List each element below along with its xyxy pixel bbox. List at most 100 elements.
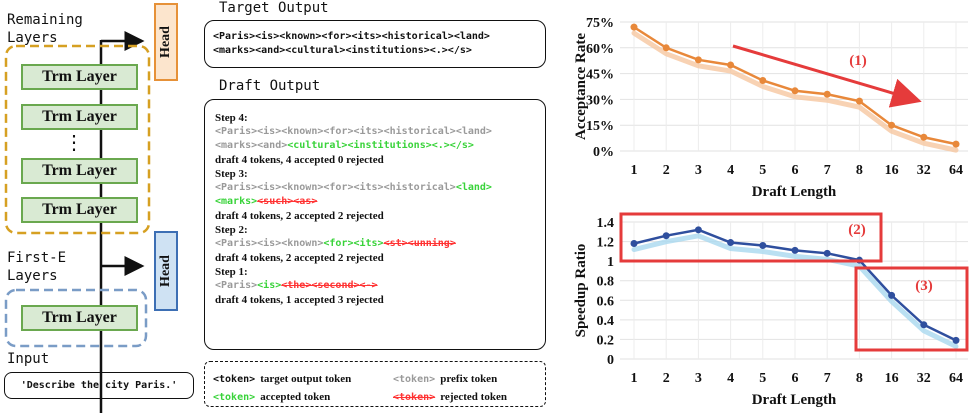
input-label: Input xyxy=(7,351,50,367)
series-shadow-line xyxy=(631,233,959,349)
prefix-tokens: <Paris><is><known><for><its><historical> xyxy=(215,182,456,193)
accepted-tokens: <for><its> xyxy=(323,238,384,249)
x-tick-label: 64 xyxy=(949,371,963,386)
step-summary: draft 4 tokens, 2 accepted 2 rejected xyxy=(215,252,384,264)
x-tick-label: 16 xyxy=(885,163,899,178)
rejected-tokens: <the><second><-> xyxy=(281,280,378,291)
y-tick-label: 45% xyxy=(586,68,614,83)
data-point xyxy=(920,321,928,329)
x-tick-label: 7 xyxy=(824,371,831,386)
trend-arrow xyxy=(732,44,922,108)
head-box-bottom: Head xyxy=(154,231,178,311)
x-tick-label: 8 xyxy=(856,371,863,386)
input-text-box: 'Describe the city Paris.' xyxy=(4,372,194,399)
rejected-tokens: <such><as> xyxy=(257,196,318,207)
y-tick-label: 30% xyxy=(586,93,614,108)
x-tick-label: 5 xyxy=(759,371,766,386)
legend-item-rejected: <token> rejected token xyxy=(393,391,507,403)
y-tick-label: 1 xyxy=(607,255,614,270)
x-tick-label: 32 xyxy=(917,371,931,386)
draft-output-box: Step 4: <Paris><is><known><for><its><his… xyxy=(204,99,546,350)
y-tick-label: 0.2 xyxy=(597,333,615,348)
accepted-tokens: <is> xyxy=(257,280,282,291)
x-tick-label: 1 xyxy=(631,371,638,386)
trm-layer-box: Trm Layer xyxy=(21,104,138,130)
series-shadow-line xyxy=(631,30,959,153)
step-label: Step 4: xyxy=(215,112,248,124)
data-point xyxy=(630,240,638,248)
first-group-border xyxy=(4,288,148,348)
data-point xyxy=(759,241,767,249)
trm-layer-box: Trm Layer xyxy=(21,305,138,331)
y-tick-label: 0.8 xyxy=(597,275,615,290)
x-tick-label: 3 xyxy=(695,371,702,386)
y-tick-label: 0.4 xyxy=(597,314,615,329)
y-tick-label: 60% xyxy=(586,42,614,57)
accepted-tokens: <land> xyxy=(455,182,492,193)
data-point xyxy=(855,97,863,105)
data-point xyxy=(888,291,896,299)
x-tick-label: 64 xyxy=(949,163,963,178)
architecture-lines xyxy=(4,31,151,413)
highlight-box-2 xyxy=(619,212,883,263)
x-tick-label: 1 xyxy=(631,163,638,178)
rejected-tokens: <st><unning> xyxy=(383,238,456,249)
step-label: Step 1: xyxy=(215,266,248,278)
data-point xyxy=(823,90,831,98)
data-point xyxy=(888,121,896,129)
annotation-label: (1) xyxy=(849,53,867,69)
annotation-label: (2) xyxy=(848,222,866,238)
x-axis-label: Draft Length xyxy=(752,392,837,408)
y-axis-label: Speedup Ratio xyxy=(573,244,589,338)
y-tick-label: 0% xyxy=(593,145,614,160)
x-tick-label: 2 xyxy=(663,371,670,386)
data-point xyxy=(727,61,735,69)
y-tick-label: 1.2 xyxy=(597,236,615,251)
x-tick-label: 4 xyxy=(727,371,734,386)
legend-item-accepted: <token> accepted token xyxy=(213,391,331,403)
x-axis-label: Draft Length xyxy=(752,184,837,200)
x-tick-label: 32 xyxy=(917,163,931,178)
first-layers-label: First-E Layers xyxy=(7,250,67,284)
x-tick-label: 3 xyxy=(695,163,702,178)
legend-box: <token> target output token <token> pref… xyxy=(204,361,546,407)
x-tick-label: 6 xyxy=(792,371,799,386)
prefix-tokens: <marks><and> xyxy=(215,140,288,151)
data-point xyxy=(952,336,960,344)
prefix-tokens: <Paris><is><known><for><its><historical>… xyxy=(215,126,492,137)
highlight-box-3 xyxy=(854,266,969,352)
x-tick-label: 5 xyxy=(759,163,766,178)
data-point xyxy=(727,239,735,247)
annotation-label: (3) xyxy=(915,278,933,294)
trm-layer-box: Trm Layer xyxy=(21,64,138,90)
data-point xyxy=(662,44,670,52)
data-point xyxy=(759,76,767,84)
y-axis-label: Acceptance Rate xyxy=(573,33,589,140)
x-tick-label: 8 xyxy=(856,163,863,178)
data-point xyxy=(823,249,831,257)
step-summary: draft 4 tokens, 4 accepted 0 rejected xyxy=(215,154,384,166)
data-point xyxy=(694,56,702,64)
data-point xyxy=(952,140,960,148)
remaining-group-border xyxy=(4,44,151,235)
y-tick-label: 75% xyxy=(586,16,614,31)
y-tick-label: 0.6 xyxy=(597,294,615,309)
step-label: Step 3: xyxy=(215,168,248,180)
x-tick-label: 4 xyxy=(727,163,734,178)
step-summary: draft 4 tokens, 1 accepted 3 rejected xyxy=(215,294,384,306)
legend-item-target: <token> target output token xyxy=(213,373,352,385)
data-point xyxy=(791,246,799,254)
accepted-tokens: <marks> xyxy=(215,196,258,207)
x-tick-label: 6 xyxy=(792,163,799,178)
target-line: <Paris><is><known><for><its><historical>… xyxy=(213,31,490,42)
data-point xyxy=(791,87,799,95)
data-point xyxy=(662,232,670,240)
y-tick-label: 15% xyxy=(586,119,614,134)
trm-layer-box: Trm Layer xyxy=(21,197,138,223)
x-tick-label: 2 xyxy=(663,163,670,178)
accepted-tokens: <cultural><institutions><.></s> xyxy=(287,140,474,151)
target-output-title: Target Output xyxy=(219,0,329,16)
x-tick-label: 7 xyxy=(824,163,831,178)
